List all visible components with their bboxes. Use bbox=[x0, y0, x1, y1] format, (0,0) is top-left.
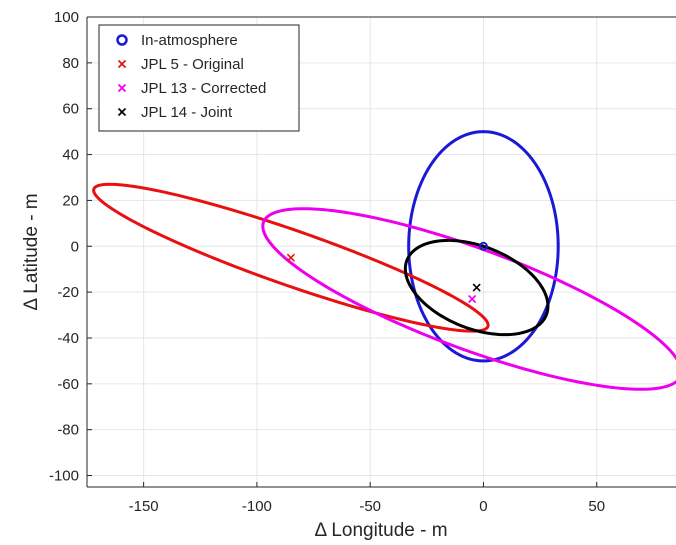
point-series-0 bbox=[478, 241, 488, 251]
y-tick-label: -40 bbox=[57, 330, 79, 347]
point-series-2 bbox=[468, 294, 477, 304]
legend-label-3: JPL 14 - Joint bbox=[141, 104, 233, 121]
ellipse-series-0 bbox=[407, 130, 560, 363]
legend-marker-1 bbox=[117, 59, 127, 69]
legend-label-2: JPL 13 - Corrected bbox=[141, 80, 266, 97]
x-tick-label: 0 bbox=[479, 498, 487, 515]
legend-marker-2 bbox=[117, 83, 127, 93]
y-tick-label: 20 bbox=[62, 192, 79, 209]
point-series-1 bbox=[286, 253, 295, 262]
ellipse-series-3 bbox=[403, 238, 550, 337]
ellipses bbox=[92, 130, 676, 391]
legend-label-1: JPL 5 - Original bbox=[141, 56, 244, 73]
axes bbox=[86, 16, 676, 488]
y-axis-label: Δ Latitude - m bbox=[21, 193, 42, 310]
y-tick-label: 80 bbox=[62, 55, 79, 72]
legend-marker-3 bbox=[117, 107, 127, 117]
tick-labels: -150 -100 -50 0 50 -100 -80 -60 -40 -20 0 20 40 60 80 1… bbox=[49, 9, 605, 515]
y-tick-label: 100 bbox=[54, 9, 79, 26]
y-tick-label: -80 bbox=[57, 422, 79, 439]
legend-marker-0 bbox=[116, 34, 128, 46]
y-tick-label: -60 bbox=[57, 376, 79, 393]
y-tick-label: -100 bbox=[49, 468, 79, 485]
point-series-3 bbox=[472, 283, 481, 292]
y-tick-label: 60 bbox=[62, 101, 79, 118]
x-tick-label: -100 bbox=[242, 498, 272, 515]
y-tick-label: 40 bbox=[62, 147, 79, 164]
x-tick-label: -150 bbox=[129, 498, 159, 515]
markers bbox=[286, 241, 488, 304]
y-tick-label: -20 bbox=[57, 284, 79, 301]
x-tick-label: -50 bbox=[359, 498, 381, 515]
legend-label-0: In-atmosphere bbox=[141, 32, 238, 49]
legend-box bbox=[98, 24, 300, 132]
ellipse-series-2 bbox=[261, 207, 676, 391]
y-tick-label: 0 bbox=[71, 238, 79, 255]
legend: In-atmosphere JPL 5 - Original JPL 13 - Co… bbox=[98, 24, 300, 132]
x-tick-label: 50 bbox=[588, 498, 605, 515]
x-axis-label: Δ Longitude - m bbox=[314, 520, 447, 541]
